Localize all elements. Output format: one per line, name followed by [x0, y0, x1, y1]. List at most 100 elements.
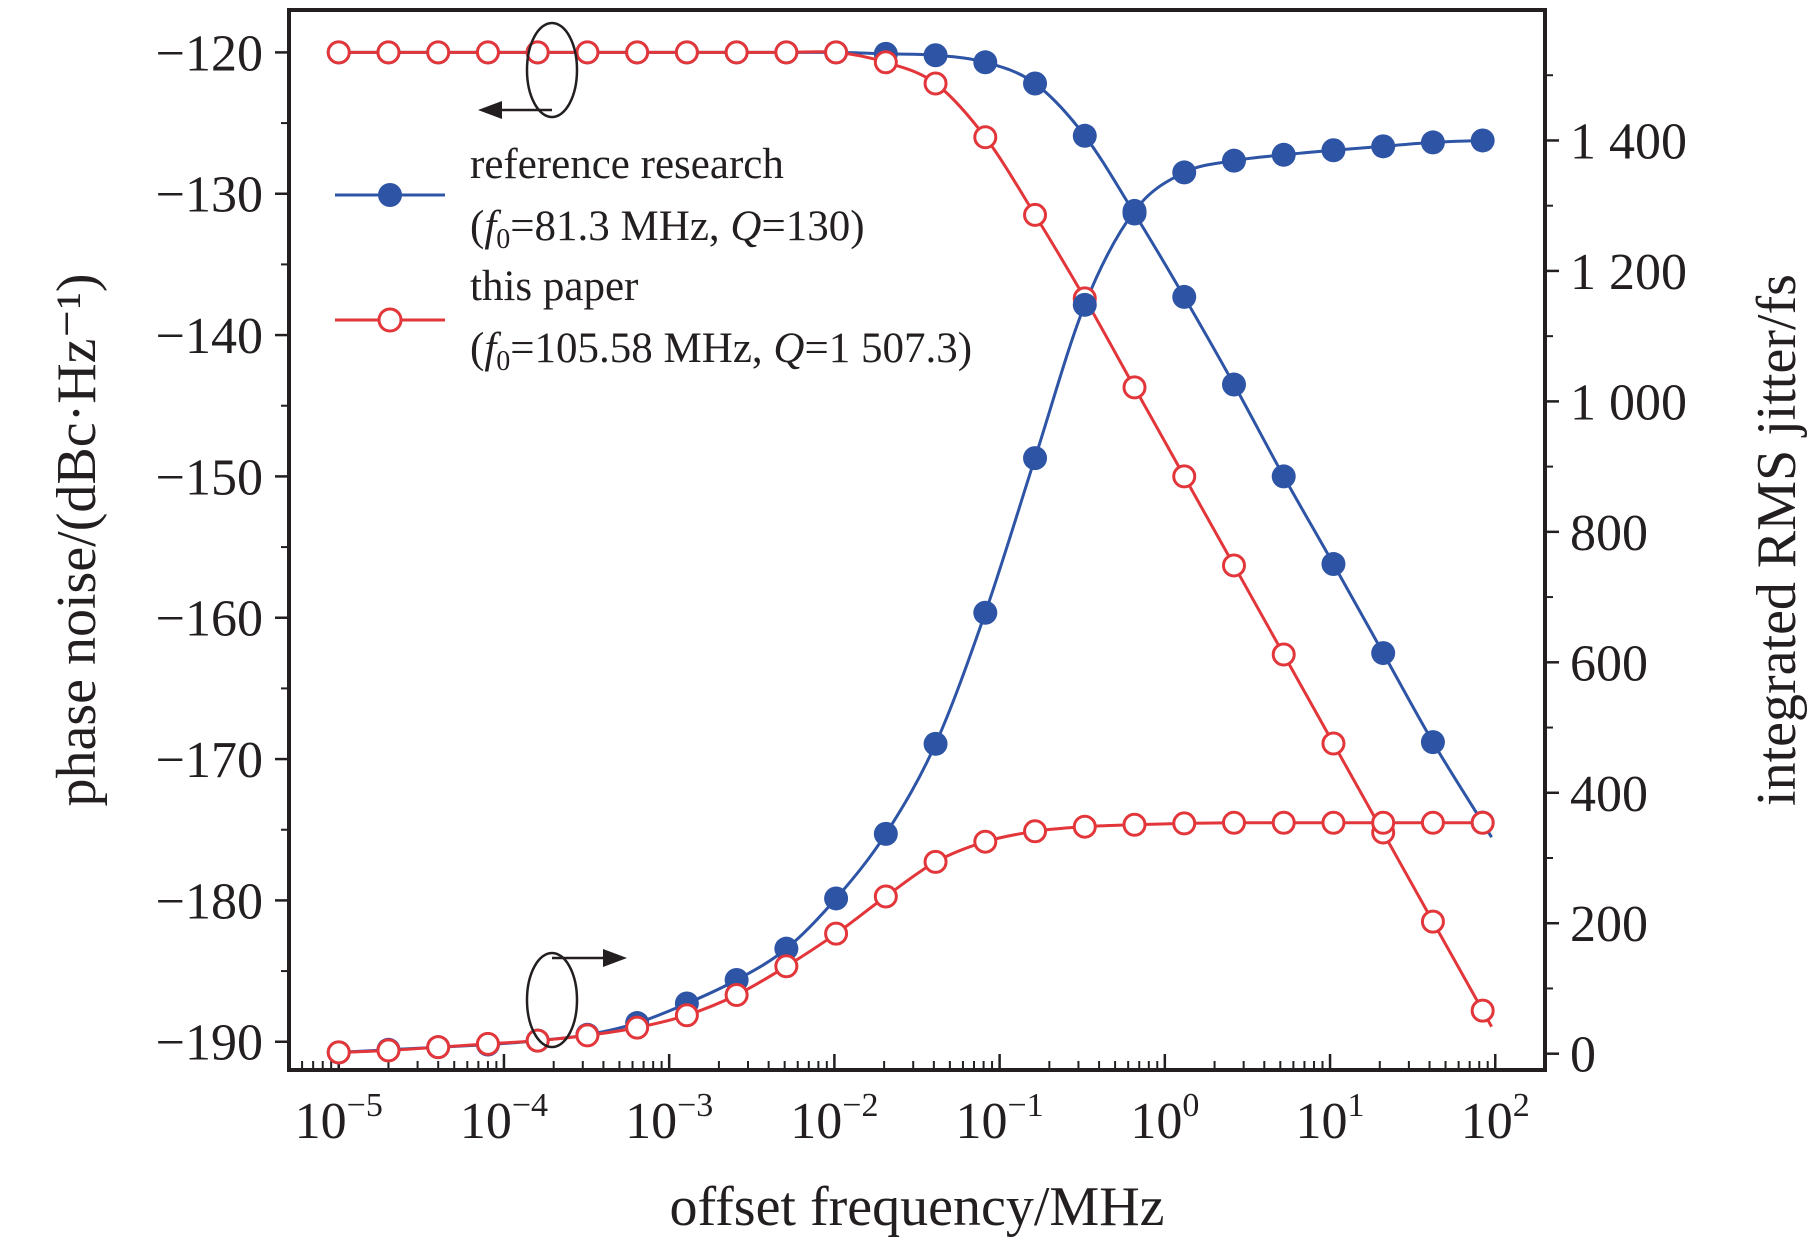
legend-swatch-thispaper-marker	[377, 307, 403, 333]
series-line-thispaper-left	[338, 50, 1493, 1028]
x-tick-label: 10−2	[790, 1087, 878, 1150]
data-point-reference-left	[973, 50, 998, 75]
x-tick-label: 10−5	[295, 1087, 383, 1150]
data-point-thispaper-right	[873, 884, 898, 909]
y-left-tick-label: −160	[156, 591, 263, 648]
data-point-thispaper-right	[1321, 810, 1346, 835]
data-point-thispaper-left	[625, 40, 650, 65]
data-point-thispaper-left	[326, 40, 351, 65]
data-point-thispaper-right	[525, 1028, 550, 1053]
series-markers	[326, 40, 1495, 1065]
y-right-tick-label: 1 200	[1570, 244, 1687, 301]
data-point-reference-right	[774, 936, 799, 961]
data-point-thispaper-right	[326, 1040, 351, 1065]
legend-label-reference: reference research	[470, 141, 784, 188]
x-axis-title: offset frequency/MHz	[669, 1176, 1164, 1238]
data-point-thispaper-left	[376, 40, 401, 65]
data-point-reference-right	[1321, 138, 1346, 163]
right-axis-indicator-ellipse	[525, 951, 579, 1049]
data-point-thispaper-left	[923, 71, 948, 96]
data-point-thispaper-right	[475, 1031, 500, 1056]
legend-params-reference: (f0=81.3 MHz, Q=130)	[470, 203, 865, 255]
x-tick-label: 101	[1296, 1087, 1365, 1150]
y-left-tick-label: −150	[156, 449, 263, 506]
data-point-thispaper-left	[824, 40, 849, 65]
right-axis-arrowhead	[603, 949, 627, 967]
data-point-reference-right	[1271, 142, 1296, 167]
data-point-thispaper-right	[1023, 819, 1048, 844]
x-tick-label: 10−1	[956, 1087, 1044, 1150]
data-point-thispaper-left	[426, 40, 451, 65]
x-tick-label: 100	[1130, 1087, 1199, 1150]
data-point-thispaper-right	[1371, 810, 1396, 835]
data-point-thispaper-left	[475, 40, 500, 65]
data-point-reference-right	[873, 821, 898, 846]
legend-label-thispaper: this paper	[470, 263, 638, 310]
y-right-axis-title: integrated RMS jitter/fs	[1746, 274, 1808, 806]
data-point-thispaper-left	[1023, 202, 1048, 227]
left-axis-arrowhead	[478, 101, 502, 119]
data-point-thispaper-right	[1072, 814, 1097, 839]
data-point-reference-left	[1371, 641, 1396, 666]
data-point-reference-right	[1172, 160, 1197, 185]
data-point-reference-left	[1420, 730, 1445, 755]
legend-swatch-reference-marker	[378, 183, 402, 207]
data-point-thispaper-left	[674, 40, 699, 65]
series-curves	[338, 50, 1493, 1054]
data-point-thispaper-left	[1122, 375, 1147, 400]
y-left-tick-label: −170	[156, 732, 263, 789]
data-point-thispaper-right	[1271, 810, 1296, 835]
data-point-thispaper-left	[525, 40, 550, 65]
data-point-reference-left	[1271, 464, 1296, 489]
series-line-thispaper-right	[338, 821, 1492, 1054]
data-point-reference-left	[1221, 372, 1246, 397]
y-right-tick-label: 1 400	[1570, 113, 1687, 170]
data-point-thispaper-right	[774, 954, 799, 979]
data-point-thispaper-right	[973, 829, 998, 854]
data-point-thispaper-right	[1470, 810, 1495, 835]
data-point-thispaper-right	[1420, 810, 1445, 835]
y-right-tick-label: 600	[1570, 635, 1648, 692]
data-point-thispaper-left	[1470, 998, 1495, 1023]
legend-params-thispaper: (f0=105.58 MHz, Q=1 507.3)	[470, 325, 972, 377]
y-left-tick-label: −180	[156, 873, 263, 930]
x-tick-label: 10−3	[625, 1087, 713, 1150]
x-tick-label: 102	[1461, 1087, 1530, 1150]
y-right-tick-label: 200	[1570, 896, 1648, 953]
y-right-tick-label: 1 000	[1570, 374, 1687, 431]
data-point-thispaper-right	[575, 1023, 600, 1048]
data-point-reference-right	[1371, 134, 1396, 159]
x-tick-label: 10−4	[460, 1087, 548, 1150]
data-point-thispaper-left	[1271, 642, 1296, 667]
legend: reference research (f0=81.3 MHz, Q=130) …	[335, 141, 972, 377]
data-point-thispaper-right	[824, 921, 849, 946]
data-point-reference-right	[1470, 128, 1495, 153]
data-point-reference-right	[1420, 130, 1445, 155]
data-point-thispaper-left	[575, 40, 600, 65]
data-point-thispaper-left	[774, 40, 799, 65]
data-point-reference-left	[1321, 552, 1346, 577]
data-point-thispaper-right	[625, 1015, 650, 1040]
data-point-reference-right	[1122, 198, 1147, 223]
y-left-tick-label: −140	[156, 308, 263, 365]
plot-frame	[287, 8, 1547, 1072]
data-point-reference-left	[923, 43, 948, 68]
data-point-thispaper-left	[873, 50, 898, 75]
data-point-reference-left	[1172, 284, 1197, 309]
data-point-thispaper-right	[1122, 812, 1147, 837]
data-point-thispaper-left	[1420, 909, 1445, 934]
data-point-thispaper-left	[724, 40, 749, 65]
data-point-thispaper-left	[973, 125, 998, 150]
data-point-reference-right	[1023, 446, 1048, 471]
data-point-reference-right	[1221, 148, 1246, 173]
data-point-thispaper-left	[1321, 731, 1346, 756]
y-right-tick-label: 400	[1570, 766, 1648, 823]
data-point-reference-right	[973, 600, 998, 625]
data-point-thispaper-left	[1221, 553, 1246, 578]
y-left-tick-label: −130	[156, 167, 263, 224]
data-point-thispaper-left	[1172, 464, 1197, 489]
left-axis-indicator	[478, 21, 579, 119]
data-point-reference-right	[923, 731, 948, 756]
data-point-thispaper-right	[923, 849, 948, 874]
